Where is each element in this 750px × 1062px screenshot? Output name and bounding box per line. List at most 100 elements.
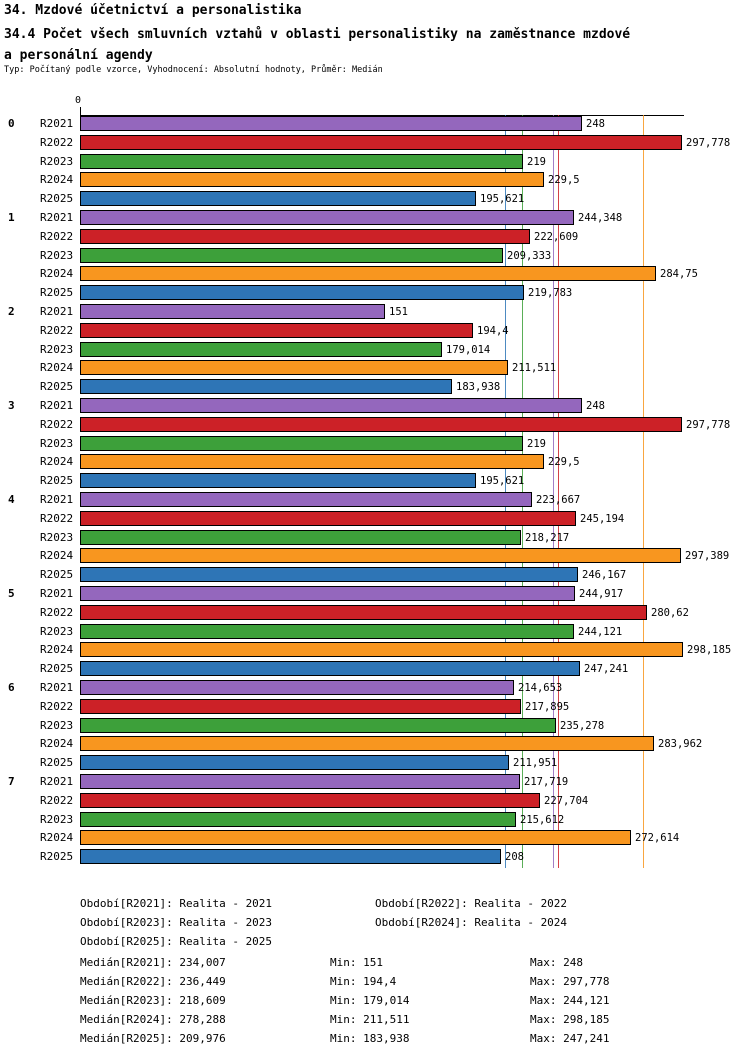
bar-value-label: 272,614 xyxy=(635,831,680,844)
bar-value-label: 208 xyxy=(505,850,524,863)
chart-row: R2022 217,895 xyxy=(0,699,750,718)
bar-value-label: 248 xyxy=(586,399,605,412)
chart-row: R2024 211,511 xyxy=(0,360,750,379)
chart-row: 5 R2021 244,917 xyxy=(0,586,750,605)
chart-meta: Typ: Počítaný podle vzorce, Vyhodnocení:… xyxy=(4,65,383,75)
chart-row: R2025 183,938 xyxy=(0,379,750,398)
chart-row: R2025 195,621 xyxy=(0,191,750,210)
legend-period-r2023: Období[R2023]: Realita - 2023 xyxy=(80,916,273,929)
group-label: 3 xyxy=(8,399,15,412)
legend-median-r2023: Medián[R2023]: 218,609 xyxy=(80,994,226,1007)
group-label: 5 xyxy=(8,587,15,600)
chart-row: R2023 219 xyxy=(0,436,750,455)
bar-r2025 xyxy=(80,849,501,864)
series-label: R2024 xyxy=(40,267,74,280)
median-line-r2024 xyxy=(643,115,644,868)
median-line-r2021 xyxy=(553,115,554,868)
legend-max-r2023: Max: 244,121 xyxy=(530,994,610,1007)
x-axis-origin-label: 0 xyxy=(75,95,82,106)
bar-value-label: 214,653 xyxy=(518,681,563,694)
series-label: R2025 xyxy=(40,380,74,393)
chart-row: 3 R2021 248 xyxy=(0,398,750,417)
series-label: R2022 xyxy=(40,418,74,431)
bar-r2025 xyxy=(80,191,476,206)
chart-subtitle: 34.4 Počet všech smluvních vztahů v obla… xyxy=(4,27,631,63)
bar-r2022 xyxy=(80,793,540,808)
chart-row: R2025 195,621 xyxy=(0,473,750,492)
legend-min-r2024: Min: 211,511 xyxy=(330,1013,410,1026)
chart-row: 0 R2021 248 xyxy=(0,116,750,135)
bar-value-label: 194,4 xyxy=(477,324,509,337)
bar-r2024 xyxy=(80,360,508,375)
bar-value-label: 211,511 xyxy=(512,361,557,374)
legend-period-r2024: Období[R2024]: Realita - 2024 xyxy=(375,916,568,929)
bar-r2021 xyxy=(80,680,514,695)
chart-row: R2024 283,962 xyxy=(0,736,750,755)
bar-r2022 xyxy=(80,605,647,620)
series-label: R2024 xyxy=(40,737,74,750)
series-label: R2022 xyxy=(40,700,74,713)
bar-value-label: 223,667 xyxy=(536,493,581,506)
series-label: R2023 xyxy=(40,155,74,168)
bar-value-label: 229,5 xyxy=(548,173,580,186)
bar-value-label: 298,185 xyxy=(687,643,732,656)
group-label: 4 xyxy=(8,493,15,506)
chart-row: R2023 219 xyxy=(0,154,750,173)
bar-value-label: 246,167 xyxy=(582,568,627,581)
bar-value-label: 211,951 xyxy=(513,756,558,769)
x-axis-tick-mark xyxy=(80,107,81,115)
bar-r2025 xyxy=(80,473,476,488)
series-label: R2022 xyxy=(40,512,74,525)
series-label: R2025 xyxy=(40,756,74,769)
chart-title: 34. Mzdové účetnictví a personalistika xyxy=(4,3,302,18)
chart-row: R2022 227,704 xyxy=(0,793,750,812)
bar-r2025 xyxy=(80,285,524,300)
legend-period-r2021: Období[R2021]: Realita - 2021 xyxy=(80,897,273,910)
series-label: R2023 xyxy=(40,249,74,262)
series-label: R2021 xyxy=(40,681,74,694)
legend-period-r2025: Období[R2025]: Realita - 2025 xyxy=(80,935,273,948)
legend-median-r2025: Medián[R2025]: 209,976 xyxy=(80,1032,226,1045)
bar-value-label: 217,895 xyxy=(525,700,570,713)
series-label: R2024 xyxy=(40,361,74,374)
series-label: R2021 xyxy=(40,587,74,600)
median-line-r2025 xyxy=(505,115,506,868)
x-axis-line xyxy=(80,115,684,116)
bar-r2024 xyxy=(80,266,656,281)
bar-value-label: 217,719 xyxy=(524,775,569,788)
median-lines xyxy=(0,115,750,868)
group-label: 6 xyxy=(8,681,15,694)
chart-row: 7 R2021 217,719 xyxy=(0,774,750,793)
bar-r2023 xyxy=(80,154,523,169)
series-label: R2023 xyxy=(40,531,74,544)
series-label: R2021 xyxy=(40,399,74,412)
bar-value-label: 218,217 xyxy=(525,531,570,544)
chart-row: R2024 229,5 xyxy=(0,454,750,473)
bar-r2025 xyxy=(80,379,452,394)
chart-row: R2024 297,389 xyxy=(0,548,750,567)
bar-r2023 xyxy=(80,248,503,263)
bar-r2023 xyxy=(80,530,521,545)
legend-min-r2022: Min: 194,4 xyxy=(330,975,397,988)
series-label: R2025 xyxy=(40,474,74,487)
series-label: R2025 xyxy=(40,286,74,299)
series-label: R2022 xyxy=(40,794,74,807)
bar-value-label: 284,75 xyxy=(660,267,698,280)
legend-min-r2025: Min: 183,938 xyxy=(330,1032,410,1045)
bar-value-label: 227,704 xyxy=(544,794,589,807)
chart-row: R2022 222,609 xyxy=(0,229,750,248)
bar-r2021 xyxy=(80,210,574,225)
bar-r2024 xyxy=(80,172,544,187)
series-label: R2024 xyxy=(40,455,74,468)
legend-max-r2022: Max: 297,778 xyxy=(530,975,610,988)
median-line-r2023 xyxy=(522,115,523,868)
bar-r2021 xyxy=(80,116,582,131)
bar-r2022 xyxy=(80,323,473,338)
legend-median-r2021: Medián[R2021]: 234,007 xyxy=(80,956,226,969)
bar-value-label: 248 xyxy=(586,117,605,130)
chart-row: R2023 218,217 xyxy=(0,530,750,549)
chart-row: R2023 179,014 xyxy=(0,342,750,361)
bar-r2025 xyxy=(80,661,580,676)
bar-value-label: 235,278 xyxy=(560,719,605,732)
bar-value-label: 183,938 xyxy=(456,380,501,393)
